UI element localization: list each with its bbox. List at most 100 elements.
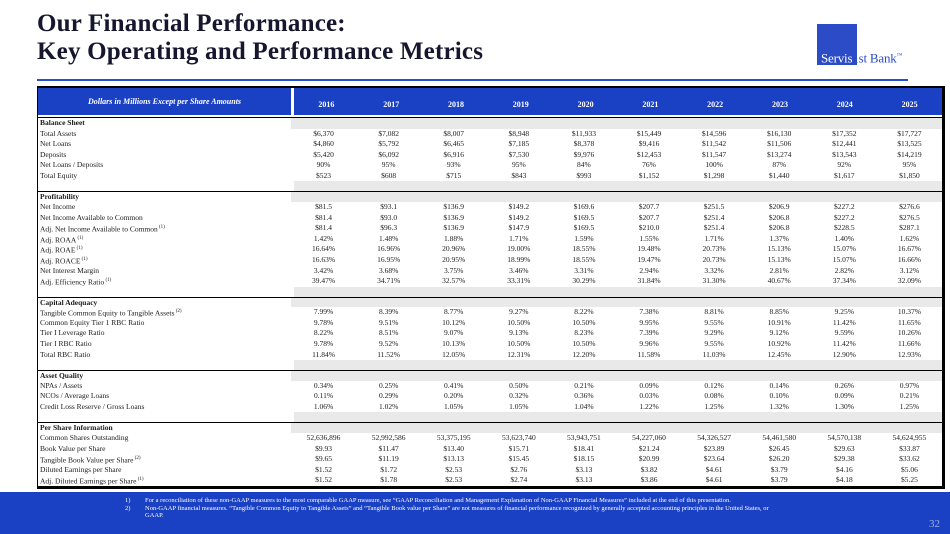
table-row: Adj. ROACE (1) 16.63% 16.95% 20.95% 18.99% 18… [38, 255, 942, 266]
table-cell: $993 [576, 170, 592, 180]
row-label: Tangible Common Equity to Tangible Asset… [40, 308, 182, 318]
table-cell: 20.73% [702, 254, 726, 264]
table-row: Tangible Book Value per Share (2) $9.65 $1… [38, 454, 942, 465]
financial-metrics-table: Dollars in Millions Except per Share Amo… [37, 86, 945, 489]
header-separator [38, 115, 942, 118]
table-cell: $4.16 [835, 464, 853, 474]
year-column-header: 2025 [901, 99, 918, 109]
table-cell: $15,449 [636, 128, 662, 138]
table-cell: 12.90% [832, 349, 856, 359]
table-cell: $210.0 [638, 223, 660, 233]
table-cell: 11.42% [832, 339, 856, 348]
table-cell: 15.07% [832, 244, 856, 254]
row-values: 11.84% 11.52% 12.05% 12.31% 12.20% 11.58% 11.0… [291, 350, 942, 361]
table-cell: 2.94% [639, 265, 659, 275]
table-cell: $6,092 [378, 149, 399, 159]
table-cell: 19.47% [637, 254, 661, 264]
table-cell: 1.02% [378, 401, 399, 411]
row-label: Net Loans / Deposits [40, 160, 104, 170]
table-row: Net Income $81.5 $93.1 $136.9 $149.2 $169.6 $2… [38, 202, 942, 213]
row-label: Credit Loss Reserve / Gross Loans [40, 401, 145, 411]
table-cell: 16.66% [897, 254, 921, 264]
table-cell: $287.1 [899, 223, 920, 233]
table-cell: 95% [511, 160, 526, 170]
table-cell: 1.55% [639, 233, 659, 243]
table-cell: $93.1 [380, 201, 398, 211]
table-cell: 95% [381, 160, 396, 170]
table-cell: $11,547 [702, 149, 727, 159]
table-cell: $276.6 [899, 201, 920, 211]
table-cell: 0.50% [509, 380, 529, 390]
table-cell: $149.2 [508, 201, 530, 211]
table-cell: 1.05% [444, 401, 464, 411]
table-cell: 0.32% [509, 391, 529, 401]
footnote-1-text: For a reconciliation of these non-GAAP m… [145, 497, 731, 504]
table-cell: 1.42% [313, 233, 334, 243]
table-cell: 12.93% [897, 349, 921, 359]
table-cell: $11.47 [378, 443, 399, 453]
table-cell: 0.25% [378, 380, 399, 390]
row-values: 9.78% 9.51% 10.12% 10.50% 10.50% 9.95% 9.55% 10… [291, 318, 942, 329]
table-cell: $9,416 [638, 139, 660, 149]
table-cell: $3.13 [575, 464, 593, 474]
page-number: 32 [929, 518, 940, 530]
table-cell: 0.11% [313, 391, 334, 401]
row-label: Net Income Available to Common [40, 212, 143, 222]
table-cell: 1.32% [769, 401, 789, 411]
table-cell: 8.81% [704, 307, 724, 317]
table-cell: 10.50% [572, 339, 596, 348]
table-cell: 3.42% [313, 265, 334, 275]
row-label: Adj. Diluted Earnings per Share (1) [40, 476, 144, 486]
table-corner-label: Dollars in Millions Except per Share Amo… [38, 88, 291, 115]
table-cell: 10.12% [442, 317, 466, 327]
table-cell: 54,326,527 [697, 432, 731, 442]
logo-square [817, 24, 857, 65]
table-cell: $9,976 [573, 149, 595, 159]
table-cell: 1.37% [769, 233, 789, 243]
row-values: 16.63% 16.95% 20.95% 18.99% 18.55% 19.47% 20.7… [291, 255, 942, 266]
table-cell: 1.88% [444, 233, 464, 243]
table-cell: $18.15 [573, 454, 595, 464]
section-header-row: Per Share Information [38, 422, 942, 433]
footnote-2-number: 2) [125, 504, 131, 512]
table-cell: 1.71% [704, 233, 724, 243]
table-cell: $7,185 [508, 139, 530, 149]
row-label: Net Loans [40, 139, 72, 149]
table-cell: $2.53 [445, 475, 463, 485]
table-cell: $7,082 [378, 128, 399, 138]
table-cell: 76% [642, 160, 656, 170]
table-cell: $93.0 [380, 212, 398, 222]
table-cell: 9.95% [639, 317, 659, 327]
table-cell: $227.2 [833, 201, 855, 211]
table-cell: $169.6 [573, 201, 595, 211]
table-cell: 16.67% [897, 244, 921, 254]
table-cell: 9.59% [834, 328, 854, 338]
row-values: 8.22% 8.51% 9.07% 9.13% 8.23% 7.39% 9.29% 9.12%… [291, 328, 942, 339]
table-row: NCOs / Average Loans 0.11% 0.29% 0.20% 0.32%… [38, 391, 942, 402]
servisfirst-bank-logo: Servis1st Bank™ [817, 13, 937, 68]
row-label: Adj. ROAA (1) [40, 235, 84, 245]
section-title: Profitability [40, 192, 80, 202]
table-cell: $26.45 [768, 443, 790, 453]
table-cell: 0.10% [769, 391, 789, 401]
section-header-shade [291, 423, 942, 433]
table-cell: 0.29% [378, 391, 399, 401]
table-cell: $4.18 [835, 475, 853, 485]
section-title: Balance Sheet [40, 118, 85, 127]
table-cell: 10.26% [897, 328, 921, 338]
row-label: Adj. Net Income Available to Common (1) [40, 224, 165, 234]
table-cell: 11.42% [832, 317, 856, 327]
page-title-line1: Our Financial Performance: [37, 10, 346, 37]
table-cell: 7.39% [639, 328, 659, 338]
table-cell: 18.99% [507, 254, 531, 264]
year-column-header: 2018 [447, 99, 464, 109]
section-spacer [38, 181, 942, 192]
table-cell: 8.77% [444, 307, 464, 317]
row-values: $523 $608 $715 $843 $993 $1,152 $1,298 $1,440 $1… [291, 171, 942, 182]
table-cell: $4.61 [705, 475, 723, 485]
table-cell: 31.30% [702, 276, 726, 286]
table-row: Book Value per Share $9.93 $11.47 $13.40 $15… [38, 444, 942, 455]
table-cell: $20.99 [638, 454, 660, 464]
table-header-row: Dollars in Millions Except per Share Amo… [38, 88, 942, 115]
table-cell: 12.05% [442, 349, 466, 359]
